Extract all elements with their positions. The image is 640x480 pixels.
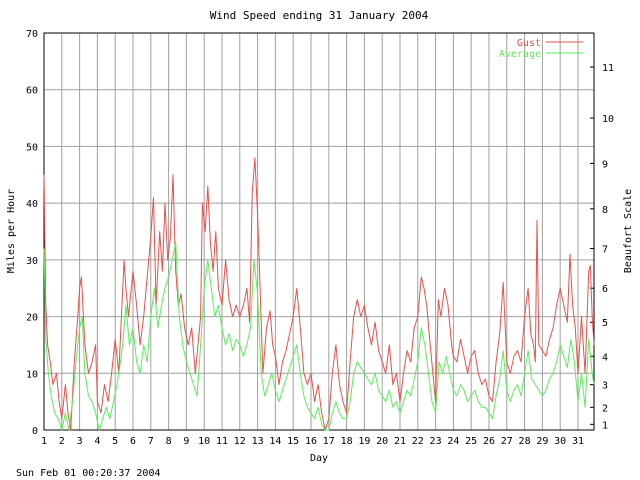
y-tick-label: 60 xyxy=(26,86,38,97)
legend: Gust Average xyxy=(499,38,583,60)
y-tick-label: 50 xyxy=(26,142,38,153)
x-axis-label: Day xyxy=(310,453,328,464)
x-tick-label: 2 xyxy=(59,436,65,447)
y-tick-label: 10 xyxy=(26,369,38,380)
x-tick-label: 6 xyxy=(130,436,136,447)
x-tick-label: 16 xyxy=(305,436,317,447)
x-tick-label: 14 xyxy=(269,436,281,447)
x-tick-label: 19 xyxy=(358,436,370,447)
y-tick-label: 20 xyxy=(26,313,38,324)
x-tick-label: 23 xyxy=(430,436,442,447)
x-tick-label: 3 xyxy=(77,436,83,447)
y-tick-label: 40 xyxy=(26,199,38,210)
x-tick-label: 11 xyxy=(216,436,228,447)
x-tick-label: 28 xyxy=(519,436,531,447)
series-line-gust xyxy=(43,157,595,431)
x-tick-label: 31 xyxy=(572,436,584,447)
y2-axis-label: Beaufort Scale xyxy=(623,189,634,273)
plot-frame xyxy=(43,32,595,431)
x-tick-label: 22 xyxy=(412,436,424,447)
x-tick-label: 12 xyxy=(234,436,246,447)
x-tick-label: 7 xyxy=(148,436,154,447)
beaufort-tick-label: 5 xyxy=(602,318,608,329)
beaufort-tick-label: 10 xyxy=(602,114,614,125)
x-tick-label: 30 xyxy=(554,436,566,447)
beaufort-tick-label: 3 xyxy=(602,381,608,392)
x-tick-label: 25 xyxy=(465,436,477,447)
legend-label-average: Average xyxy=(499,49,541,60)
beaufort-tick-label: 9 xyxy=(602,159,608,170)
y-tick-label: 70 xyxy=(26,29,38,40)
series-lines xyxy=(43,157,595,431)
x-tick-label: 9 xyxy=(183,436,189,447)
x-tick-label: 1 xyxy=(41,436,47,447)
x-tick-label: 26 xyxy=(483,436,495,447)
x-tick-label: 24 xyxy=(447,436,459,447)
x-tick-label: 8 xyxy=(166,436,172,447)
x-tick-label: 27 xyxy=(501,436,513,447)
x-tick-label: 20 xyxy=(376,436,388,447)
x-tick-label: 18 xyxy=(341,436,353,447)
y-axis-ticks: 0 10 20 30 40 50 60 70 xyxy=(26,29,38,437)
x-tick-label: 5 xyxy=(112,436,118,447)
beaufort-tick-label: 4 xyxy=(602,352,608,363)
x-tick-label: 29 xyxy=(536,436,548,447)
legend-label-gust: Gust xyxy=(517,38,541,49)
x-axis-ticks: 1 2 3 4 5 6 7 8 9 10 11 12 13 14 15 16 17 18 19 20 21 22 23 24 2… xyxy=(41,436,584,447)
beaufort-tick-label: 11 xyxy=(602,63,614,74)
y-axis-label: Miles per Hour xyxy=(6,189,17,273)
grid-lines xyxy=(43,32,594,431)
beaufort-tick-label: 8 xyxy=(602,205,608,216)
x-tick-label: 21 xyxy=(394,436,406,447)
beaufort-tick-label: 2 xyxy=(602,403,608,414)
y-tick-label: 0 xyxy=(32,426,38,437)
beaufort-axis-ticks: 1 2 3 4 5 6 7 8 9 10 11 xyxy=(590,63,614,431)
x-tick-label: 13 xyxy=(252,436,264,447)
beaufort-tick-label: 1 xyxy=(602,420,608,431)
footer-timestamp: Sun Feb 01 00:20:37 2004 xyxy=(16,468,161,479)
x-tick-label: 10 xyxy=(198,436,210,447)
x-tick-label: 17 xyxy=(323,436,335,447)
chart-title: Wind Speed ending 31 January 2004 xyxy=(210,9,429,22)
beaufort-tick-label: 6 xyxy=(602,284,608,295)
beaufort-tick-label: 7 xyxy=(602,245,608,256)
y-tick-label: 30 xyxy=(26,256,38,267)
x-tick-label: 15 xyxy=(287,436,299,447)
x-tick-label: 4 xyxy=(94,436,100,447)
series-line-average xyxy=(43,242,595,431)
